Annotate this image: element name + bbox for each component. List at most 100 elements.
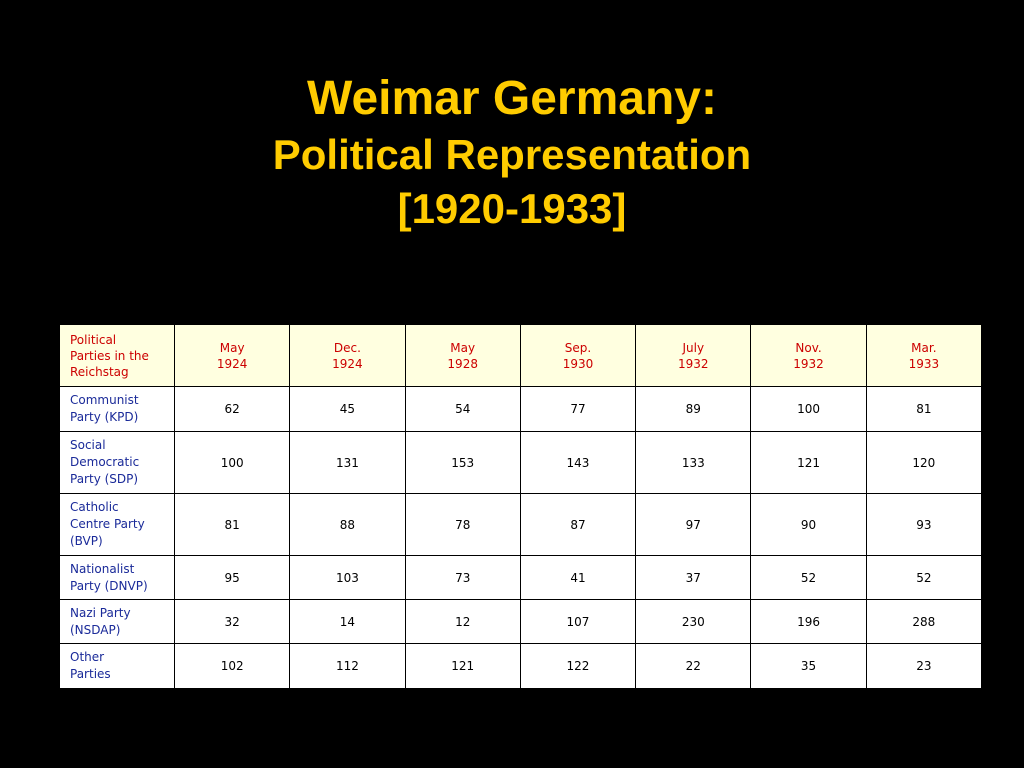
seat-count: 41	[519, 555, 637, 600]
seat-count: 78	[404, 493, 521, 556]
seat-count: 100	[173, 431, 291, 494]
party-label-line: (NSDAP)	[70, 622, 121, 637]
party-label-line: Other	[70, 650, 105, 664]
slide-title: Weimar Germany: Political Representation…	[0, 70, 1024, 236]
title-line-2: Political Representation	[272, 131, 752, 178]
party-label-line: Parties	[70, 667, 111, 681]
column-header-year: 1932	[677, 356, 709, 371]
column-header-sep-1930: Sep. 1930	[519, 324, 637, 387]
party-label: Other Parties	[59, 643, 175, 689]
title-line-1: Weimar Germany:	[307, 72, 717, 125]
column-header-dec-1924: Dec. 1924	[289, 324, 406, 387]
seat-count: 22	[635, 643, 752, 689]
party-label-line: Party (DNVP)	[70, 578, 148, 593]
party-label: Nationalist Party (DNVP)	[59, 555, 175, 600]
seat-count: 95	[173, 555, 291, 600]
column-header-year: 1930	[562, 356, 594, 371]
party-label-line: (BVP)	[70, 534, 103, 548]
table-row-dnvp: Nationalist Party (DNVP) 95 103 73 41 37…	[59, 555, 983, 600]
corner-header-line: Reichstag	[70, 364, 129, 379]
party-label-line: Communist	[70, 393, 139, 407]
column-header-month: Nov.	[795, 340, 822, 355]
party-label-line: Nationalist	[70, 561, 135, 576]
seat-count: 90	[750, 493, 867, 556]
party-label-line: Nazi Party	[70, 605, 131, 620]
seat-count: 93	[865, 493, 983, 556]
seat-count: 100	[750, 386, 867, 432]
party-label: Social Democratic Party (SDP)	[59, 431, 175, 494]
seat-count: 37	[635, 555, 752, 600]
seat-count: 131	[289, 431, 406, 494]
title-line-3: [1920-1933]	[397, 185, 627, 232]
seat-count: 62	[173, 386, 291, 432]
table-header-row: Political Parties in the Reichstag May 1…	[59, 324, 983, 387]
seat-count: 102	[173, 643, 291, 689]
column-header-month: May	[219, 340, 245, 355]
party-label-line: Party (SDP)	[70, 472, 139, 486]
column-header-year: 1924	[216, 356, 248, 371]
seat-count: 122	[519, 643, 637, 689]
seat-count: 52	[750, 555, 867, 600]
column-header-month: Mar.	[911, 340, 937, 355]
seat-count: 97	[635, 493, 752, 556]
seat-count: 112	[289, 643, 406, 689]
party-label-line: Centre Party	[70, 517, 145, 531]
seat-count: 35	[750, 643, 867, 689]
corner-header-line: Political	[70, 332, 117, 347]
seat-count: 73	[404, 555, 521, 600]
party-label: Catholic Centre Party (BVP)	[59, 493, 175, 556]
column-header-may-1928: May 1928	[404, 324, 521, 387]
column-header-nov-1932: Nov. 1932	[750, 324, 867, 387]
seat-count: 81	[865, 386, 983, 432]
seat-count: 81	[173, 493, 291, 556]
party-label: Communist Party (KPD)	[59, 386, 175, 432]
seat-count: 88	[289, 493, 406, 556]
seat-count: 54	[404, 386, 521, 432]
party-label: Nazi Party (NSDAP)	[59, 599, 175, 644]
seat-count: 103	[289, 555, 406, 600]
seat-count: 120	[865, 431, 983, 494]
seat-count: 153	[404, 431, 521, 494]
seat-count: 143	[519, 431, 637, 494]
table-row-kpd: Communist Party (KPD) 62 45 54 77 89 100…	[59, 386, 983, 432]
party-label-line: Democratic	[70, 455, 140, 469]
seat-count: 52	[865, 555, 983, 600]
seat-count: 23	[865, 643, 983, 689]
seat-count: 87	[519, 493, 637, 556]
party-label-line: Social	[70, 438, 106, 452]
column-header-may-1924: May 1924	[173, 324, 291, 387]
column-header-month: Dec.	[333, 340, 361, 355]
table-row-nsdap: Nazi Party (NSDAP) 32 14 12 107 230 196 …	[59, 599, 983, 644]
column-header-month: Sep.	[564, 340, 592, 355]
corner-header: Political Parties in the Reichstag	[59, 324, 175, 387]
seat-count: 196	[750, 599, 867, 644]
reichstag-seats-table: Political Parties in the Reichstag May 1…	[59, 324, 983, 689]
table-row-sdp: Social Democratic Party (SDP) 100 131 15…	[59, 431, 983, 494]
party-label-line: Catholic	[70, 500, 119, 514]
column-header-year: 1928	[447, 356, 478, 371]
seat-count: 288	[865, 599, 983, 644]
column-header-mar-1933: Mar. 1933	[865, 324, 983, 387]
seat-count: 121	[750, 431, 867, 494]
seat-count: 45	[289, 386, 406, 432]
column-header-year: 1933	[908, 356, 940, 371]
corner-header-line: Parties in the	[70, 348, 149, 363]
column-header-month: July	[682, 340, 705, 355]
table-row-other: Other Parties 102 112 121 122 22 35 23	[59, 643, 983, 689]
column-header-july-1932: July 1932	[635, 324, 752, 387]
seat-count: 14	[289, 599, 406, 644]
seat-count: 107	[519, 599, 637, 644]
column-header-year: 1924	[332, 356, 363, 371]
seat-count: 32	[173, 599, 291, 644]
seat-count: 230	[635, 599, 752, 644]
column-header-year: 1932	[793, 356, 824, 371]
seat-count: 89	[635, 386, 752, 432]
seat-count: 133	[635, 431, 752, 494]
seat-count: 12	[404, 599, 521, 644]
seat-count: 77	[519, 386, 637, 432]
table-row-bvp: Catholic Centre Party (BVP) 81 88 78 87 …	[59, 493, 983, 556]
seat-count: 121	[404, 643, 521, 689]
party-label-line: Party (KPD)	[70, 410, 139, 424]
column-header-month: May	[450, 340, 476, 355]
